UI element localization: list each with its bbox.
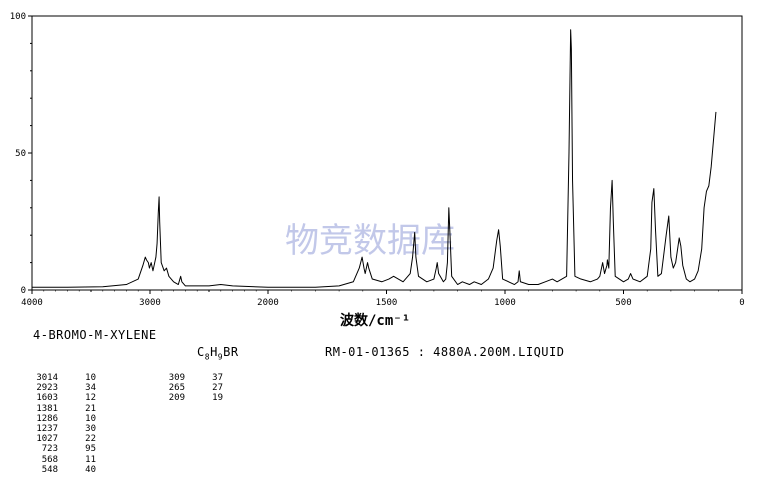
peak-intensity: 10 [85, 373, 96, 383]
peak-row: 3014 10 [28, 373, 96, 383]
peak-row: 1027 22 [28, 434, 96, 444]
peak-wavenumber: 2923 [36, 383, 58, 394]
peak-intensity: 37 [212, 373, 223, 383]
peak-row: 1603 12 [28, 393, 96, 403]
peak-wavenumber: 1381 [36, 403, 58, 414]
molecular-formula: C8H9BR [197, 345, 239, 361]
peak-row: 1237 30 [28, 424, 96, 434]
peak-intensity: 95 [85, 444, 96, 455]
peak-intensity: 40 [85, 464, 96, 475]
peak-intensity: 12 [85, 393, 96, 404]
x-tick-label: 500 [615, 298, 631, 308]
spectrum-info: RM-01-01365 : 4880A.200M.LIQUID [325, 345, 565, 359]
peak-intensity: 19 [212, 393, 223, 404]
x-tick-label: 3000 [139, 298, 161, 308]
peak-row: 2923 34 [28, 383, 96, 393]
peak-table-column-2: 309 37 265 27 209 19 [155, 373, 223, 404]
peak-row: 1381 21 [28, 404, 96, 414]
spectrum-line [32, 29, 717, 288]
peak-row: 723 95 [28, 444, 96, 454]
peak-wavenumber: 265 [168, 383, 185, 394]
x-tick-label: 4000 [21, 298, 43, 308]
formula-hydrogen-count: 9 [217, 352, 224, 362]
y-tick-label: 100 [10, 12, 26, 22]
formula-rest: BR [223, 345, 239, 359]
peak-wavenumber: 723 [41, 444, 58, 455]
peak-table-column-1: 3014 10 2923 34 1603 12 1381 21 1286 10 1237 30 1027… [28, 373, 96, 475]
peak-intensity: 11 [85, 454, 96, 465]
peak-wavenumber: 309 [168, 373, 185, 383]
spectrum-series [32, 29, 717, 288]
compound-name: 4-BROMO-M-XYLENE [33, 328, 157, 342]
peak-wavenumber: 1027 [36, 434, 58, 445]
peak-row: 568 11 [28, 455, 96, 465]
formula-carbon-count: 8 [204, 352, 211, 362]
peak-wavenumber: 568 [41, 454, 58, 465]
x-axis-label: 波数/cm⁻¹ [340, 312, 410, 329]
x-tick-label: 1500 [376, 298, 398, 308]
peak-wavenumber: 548 [41, 464, 58, 475]
peak-intensity: 10 [85, 413, 96, 424]
peak-wavenumber: 1603 [36, 393, 58, 404]
y-tick-label: 0 [21, 286, 26, 296]
peak-wavenumber: 1286 [36, 413, 58, 424]
formula-carbon: C [197, 345, 205, 359]
peak-row: 548 40 [28, 465, 96, 475]
peak-row: 309 37 [155, 373, 223, 383]
x-tick-label: 0 [739, 298, 744, 308]
y-tick-label: 50 [15, 149, 26, 159]
peak-intensity: 21 [85, 403, 96, 414]
formula-hydrogen: H [210, 345, 218, 359]
peak-row: 209 19 [155, 393, 223, 403]
peak-intensity: 30 [85, 424, 96, 435]
peak-intensity: 27 [212, 383, 223, 394]
peak-intensity: 34 [85, 383, 96, 394]
x-tick-label: 2000 [257, 298, 279, 308]
x-tick-label: 1000 [494, 298, 516, 308]
peak-intensity: 22 [85, 434, 96, 445]
peak-row: 265 27 [155, 383, 223, 393]
peak-wavenumber: 3014 [36, 373, 58, 383]
watermark-text: 物竞数据库 [285, 221, 455, 261]
peak-wavenumber: 1237 [36, 424, 58, 435]
peak-wavenumber: 209 [168, 393, 185, 404]
peak-row: 1286 10 [28, 414, 96, 424]
